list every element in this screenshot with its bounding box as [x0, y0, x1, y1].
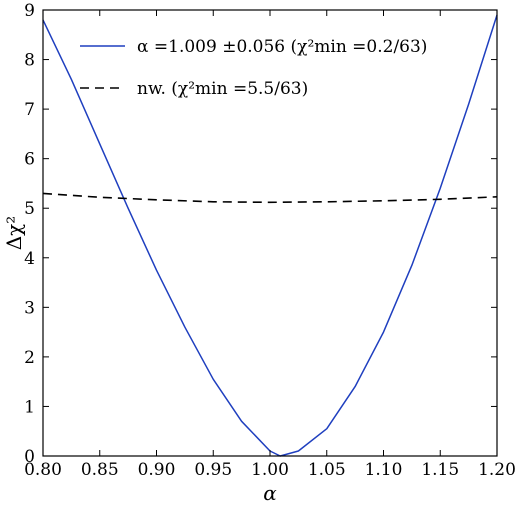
x-tick-label: 0.85 [81, 460, 119, 480]
y-tick-label: 3 [24, 298, 35, 318]
x-tick-label: 0.90 [138, 460, 176, 480]
y-tick-label: 8 [24, 51, 35, 71]
x-tick-label: 1.10 [365, 460, 403, 480]
y-tick-label: 2 [24, 348, 35, 368]
y-tick-label: 0 [24, 447, 35, 467]
plot-frame [42, 9, 498, 457]
y-axis-ticks: 0 1 2 3 4 5 6 7 8 9 [24, 1, 497, 467]
x-tick-label: 1.15 [421, 460, 459, 480]
y-axis-label: Δχ² [2, 216, 26, 251]
y-tick-label: 4 [24, 249, 35, 269]
legend-label-1: α =1.009 ±0.056 (χ²min =0.2/63) [137, 37, 427, 57]
y-tick-label: 6 [24, 150, 35, 170]
x-tick-label: 1.00 [251, 460, 289, 480]
y-tick-label: 5 [24, 199, 35, 219]
legend: α =1.009 ±0.056 (χ²min =0.2/63) nw. (χ²mi… [80, 37, 427, 99]
x-axis-ticks: 0.80 0.85 0.90 0.95 1.00 1.05 1.10 1.15 1.20 [24, 10, 516, 480]
y-tick-label: 9 [24, 1, 35, 21]
series-line-1 [42, 14, 498, 457]
x-axis-label: α [263, 481, 277, 505]
legend-label-2: nw. (χ²min =5.5/63) [137, 79, 308, 99]
x-tick-label: 1.20 [478, 460, 516, 480]
plot-area [42, 14, 498, 457]
y-tick-label: 1 [24, 397, 35, 417]
x-tick-label: 0.80 [24, 460, 62, 480]
x-tick-label: 0.95 [194, 460, 232, 480]
y-tick-label: 7 [24, 100, 35, 120]
x-tick-label: 1.05 [308, 460, 346, 480]
series-line-2 [42, 192, 498, 204]
